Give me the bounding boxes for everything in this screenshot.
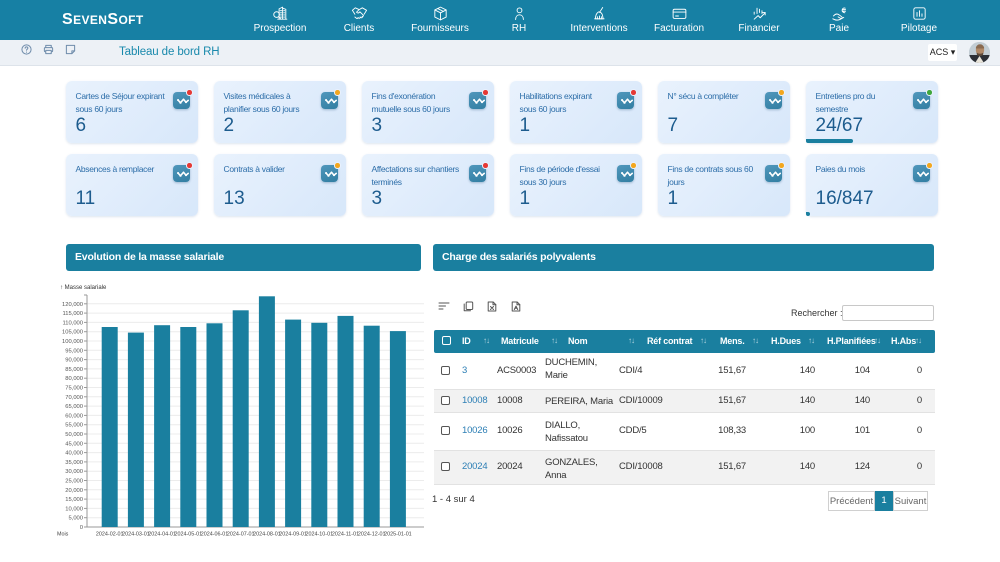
svg-text:55,000: 55,000 xyxy=(65,423,83,429)
svg-text:2024-05-01: 2024-05-01 xyxy=(175,532,203,538)
svg-text:2024-07-01: 2024-07-01 xyxy=(227,532,255,538)
svg-text:35,000: 35,000 xyxy=(65,460,83,466)
svg-text:120,000: 120,000 xyxy=(62,302,83,308)
svg-text:Mois: Mois xyxy=(57,532,69,538)
svg-text:10,000: 10,000 xyxy=(65,506,83,512)
svg-text:45,000: 45,000 xyxy=(65,441,83,447)
svg-text:90,000: 90,000 xyxy=(65,358,83,364)
svg-text:70,000: 70,000 xyxy=(65,395,83,401)
svg-text:2024-04-01: 2024-04-01 xyxy=(148,532,176,538)
svg-text:85,000: 85,000 xyxy=(65,367,83,373)
svg-text:20,000: 20,000 xyxy=(65,488,83,494)
svg-text:5,000: 5,000 xyxy=(68,516,83,522)
svg-text:2024-03-01: 2024-03-01 xyxy=(122,532,150,538)
svg-text:↑ Masse salariale: ↑ Masse salariale xyxy=(60,285,107,291)
svg-text:115,000: 115,000 xyxy=(62,311,83,317)
svg-text:2024-02-01: 2024-02-01 xyxy=(96,532,124,538)
svg-text:100,000: 100,000 xyxy=(62,339,83,345)
svg-text:2024-06-01: 2024-06-01 xyxy=(201,532,229,538)
svg-text:30,000: 30,000 xyxy=(65,469,83,475)
svg-text:2024-10-01: 2024-10-01 xyxy=(306,532,334,538)
svg-text:60,000: 60,000 xyxy=(65,413,83,419)
svg-text:0: 0 xyxy=(80,525,83,531)
svg-text:2024-12-01: 2024-12-01 xyxy=(358,532,386,538)
svg-text:2024-11-01: 2024-11-01 xyxy=(332,532,359,538)
svg-text:110,000: 110,000 xyxy=(62,320,83,326)
svg-text:2024-08-01: 2024-08-01 xyxy=(253,532,281,538)
svg-text:50,000: 50,000 xyxy=(65,432,83,438)
svg-text:65,000: 65,000 xyxy=(65,404,83,410)
svg-text:95,000: 95,000 xyxy=(65,348,83,354)
svg-text:2024-09-01: 2024-09-01 xyxy=(279,532,307,538)
svg-text:25,000: 25,000 xyxy=(65,479,83,485)
svg-text:80,000: 80,000 xyxy=(65,376,83,382)
svg-text:40,000: 40,000 xyxy=(65,451,83,457)
svg-text:75,000: 75,000 xyxy=(65,386,83,392)
svg-text:2025-01-01: 2025-01-01 xyxy=(384,532,412,538)
svg-text:105,000: 105,000 xyxy=(62,330,83,336)
svg-text:15,000: 15,000 xyxy=(65,497,83,503)
